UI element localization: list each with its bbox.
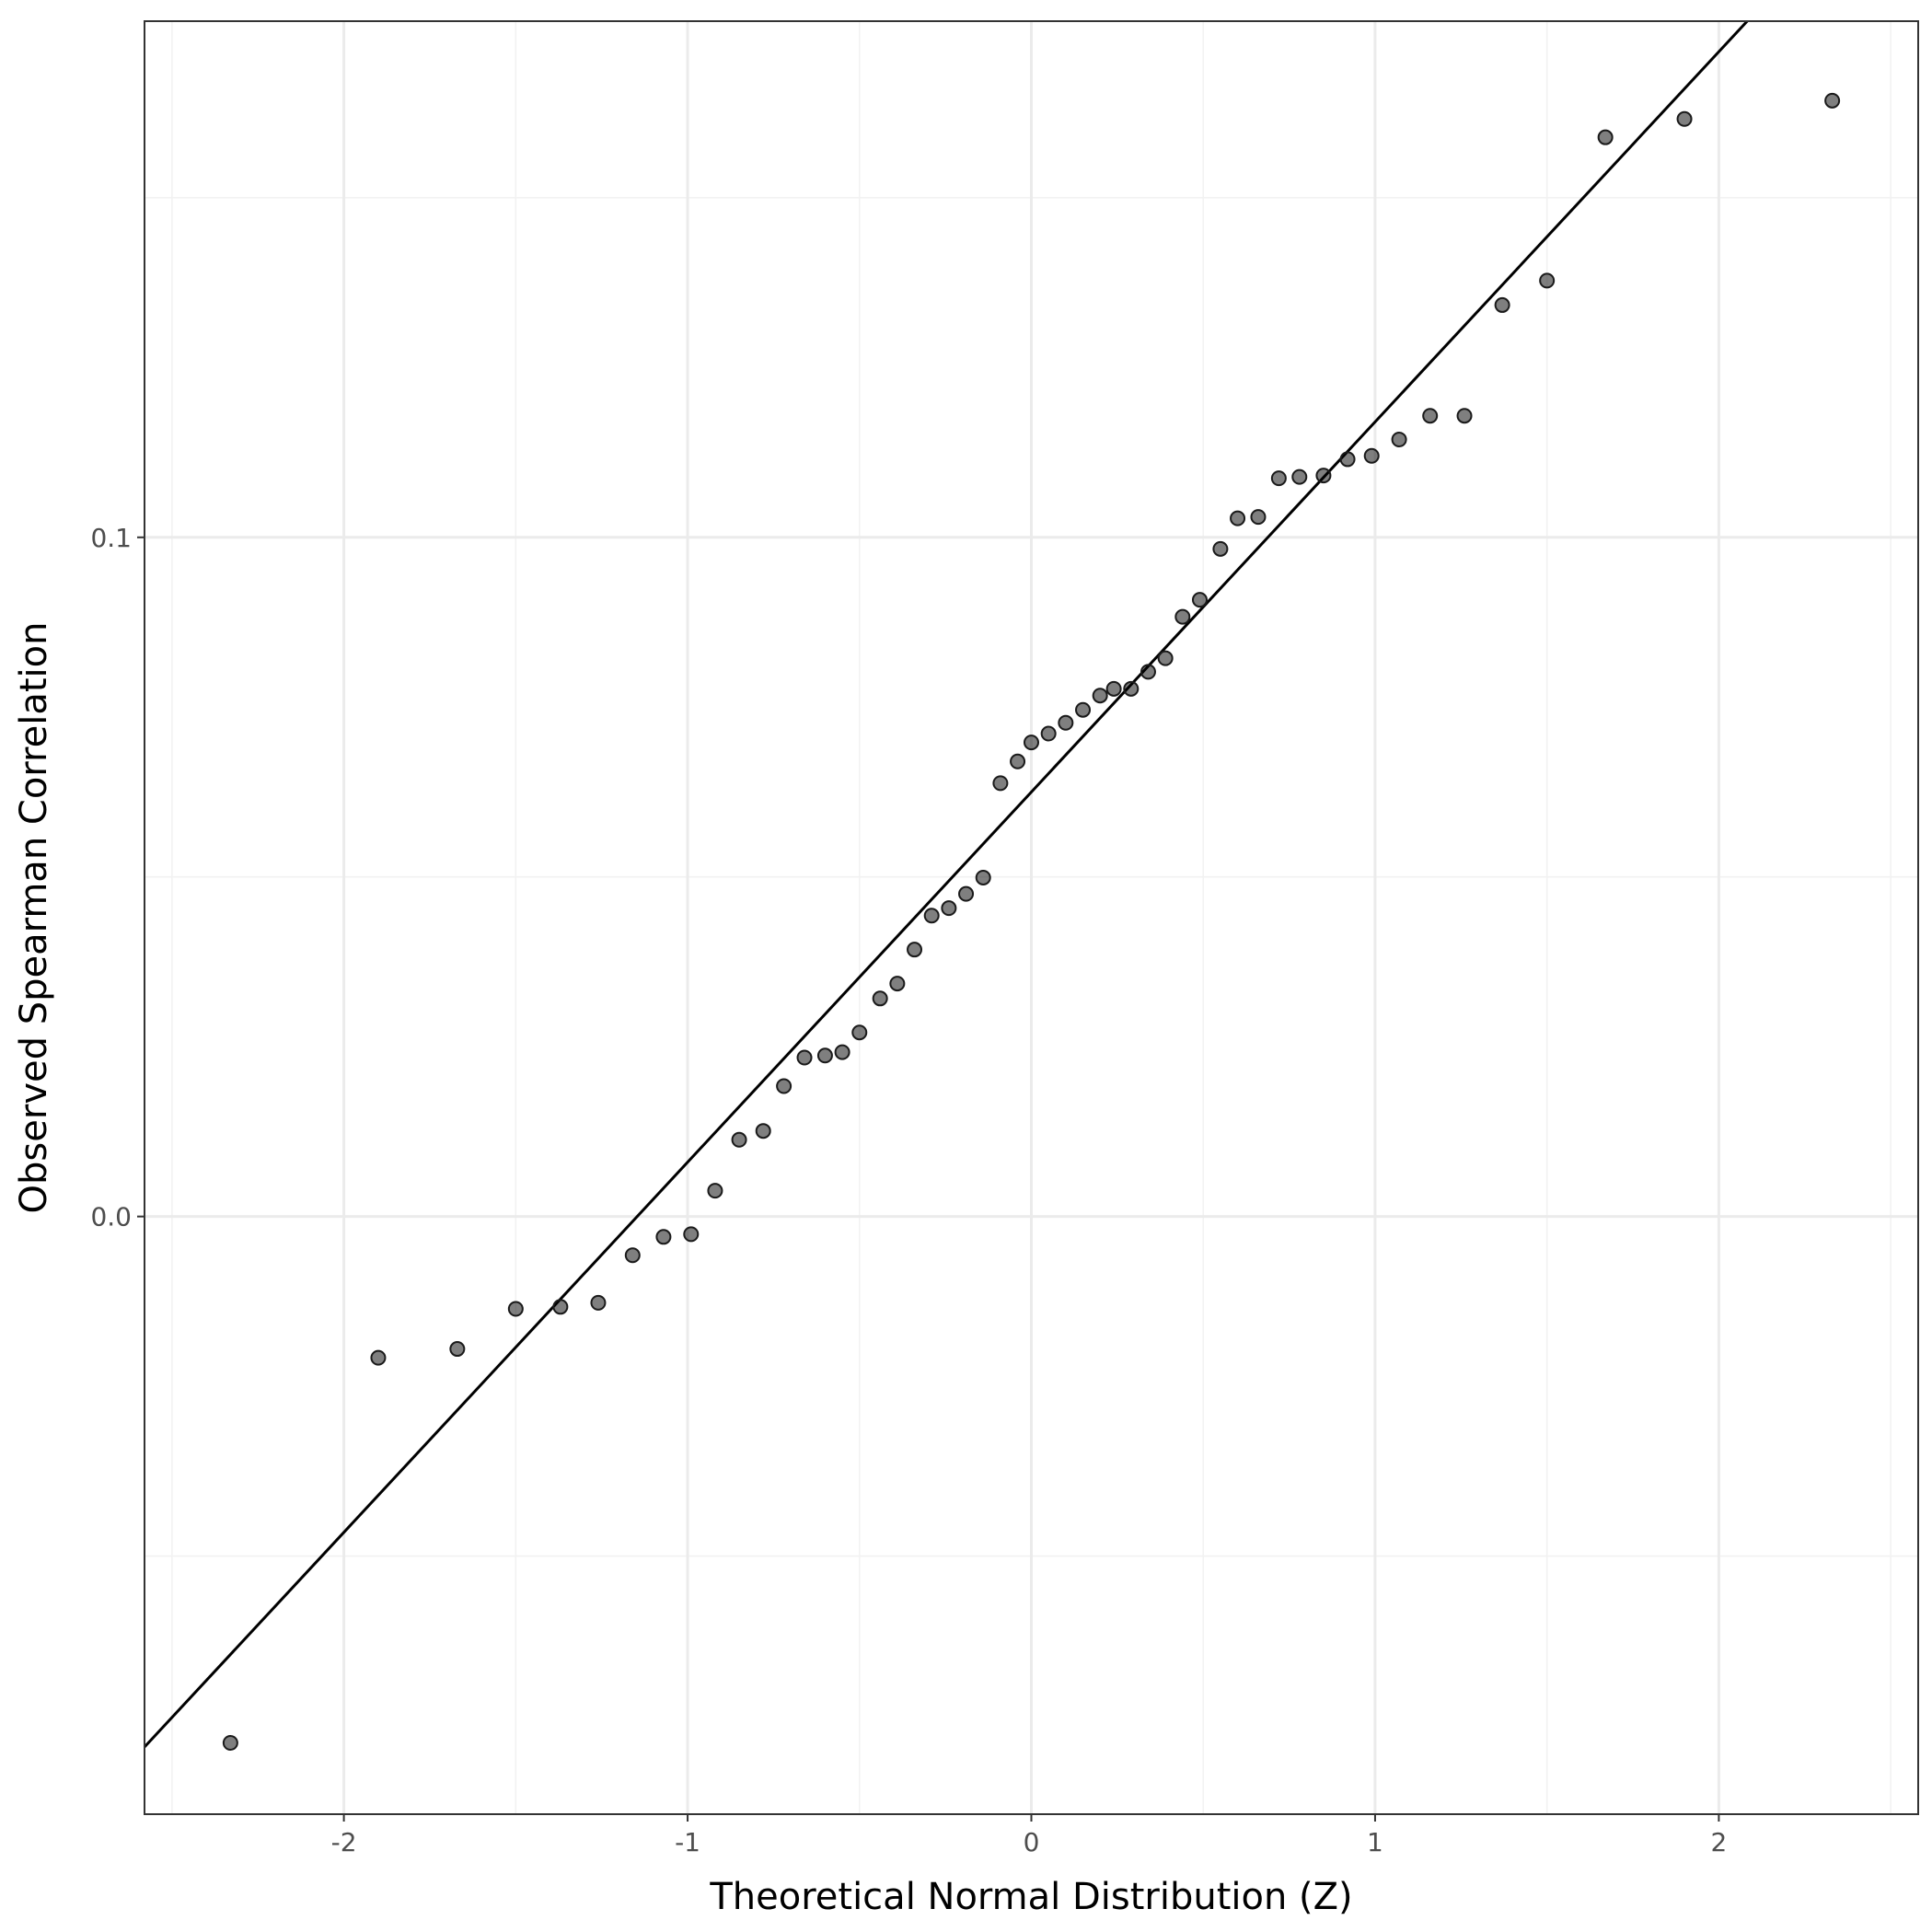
data-point [975, 869, 991, 885]
data-point [941, 900, 957, 917]
x-tick-label: 0 [1024, 1827, 1040, 1857]
data-point [1191, 592, 1208, 608]
data-point [1422, 408, 1439, 424]
major-gridlines [145, 21, 1918, 1814]
data-point [1157, 650, 1174, 666]
data-point [552, 1299, 569, 1315]
data-point [1230, 510, 1246, 526]
data-point [834, 1044, 850, 1060]
data-point [796, 1049, 813, 1066]
data-point [1339, 451, 1356, 468]
data-point [222, 1735, 238, 1752]
x-tick-label: -1 [675, 1827, 700, 1857]
data-point [449, 1341, 466, 1358]
data-point [1174, 608, 1191, 625]
data-point [1105, 680, 1122, 697]
data-point [1058, 714, 1074, 731]
data-point [655, 1229, 672, 1245]
data-point [923, 908, 940, 924]
x-axis-title: Theoretical Normal Distribution (Z) [709, 1876, 1352, 1918]
data-point [1010, 753, 1026, 769]
data-point [1040, 725, 1057, 742]
data-point [907, 942, 923, 958]
data-point [507, 1301, 524, 1317]
data-point [683, 1226, 700, 1243]
data-point [755, 1123, 771, 1140]
data-point [590, 1294, 607, 1311]
data-point [1363, 447, 1380, 464]
data-point [1494, 296, 1510, 313]
x-tick-label: 1 [1367, 1827, 1383, 1857]
data-point [1250, 509, 1267, 526]
data-point [707, 1183, 723, 1199]
x-tick-label: 2 [1710, 1827, 1727, 1857]
data-point [816, 1047, 833, 1064]
data-point [1391, 432, 1407, 448]
y-axis-title: Observed Spearman Correlation [13, 622, 55, 1214]
data-point [1270, 470, 1287, 487]
data-point [958, 885, 975, 902]
data-point [624, 1247, 641, 1264]
data-point [1092, 688, 1108, 704]
data-point [1315, 468, 1332, 484]
data-point [872, 990, 888, 1007]
reference-line [143, 19, 1749, 1749]
data-point [1824, 92, 1841, 109]
y-tick-label: 0.0 [90, 1202, 132, 1232]
x-axis-ticks: -2 -1 0 1 2 [331, 1814, 1727, 1857]
data-point [1024, 735, 1039, 751]
data-point [1597, 129, 1614, 145]
data-point [1075, 701, 1092, 718]
data-point [370, 1349, 387, 1366]
y-axis-ticks: 0.0 0.1 [90, 523, 145, 1232]
data-point [731, 1131, 747, 1148]
data-point [1123, 680, 1140, 697]
y-tick-label: 0.1 [90, 523, 132, 553]
data-point [1676, 110, 1693, 127]
data-point [851, 1024, 868, 1041]
x-tick-label: -2 [331, 1827, 357, 1857]
data-point [992, 775, 1009, 792]
data-point [889, 976, 906, 992]
data-point [1212, 540, 1229, 557]
data-point [1456, 408, 1473, 424]
data-point [776, 1078, 792, 1094]
data-point [1291, 469, 1308, 485]
data-points [222, 92, 1841, 1752]
data-point [1539, 272, 1556, 289]
data-point [1140, 664, 1156, 680]
